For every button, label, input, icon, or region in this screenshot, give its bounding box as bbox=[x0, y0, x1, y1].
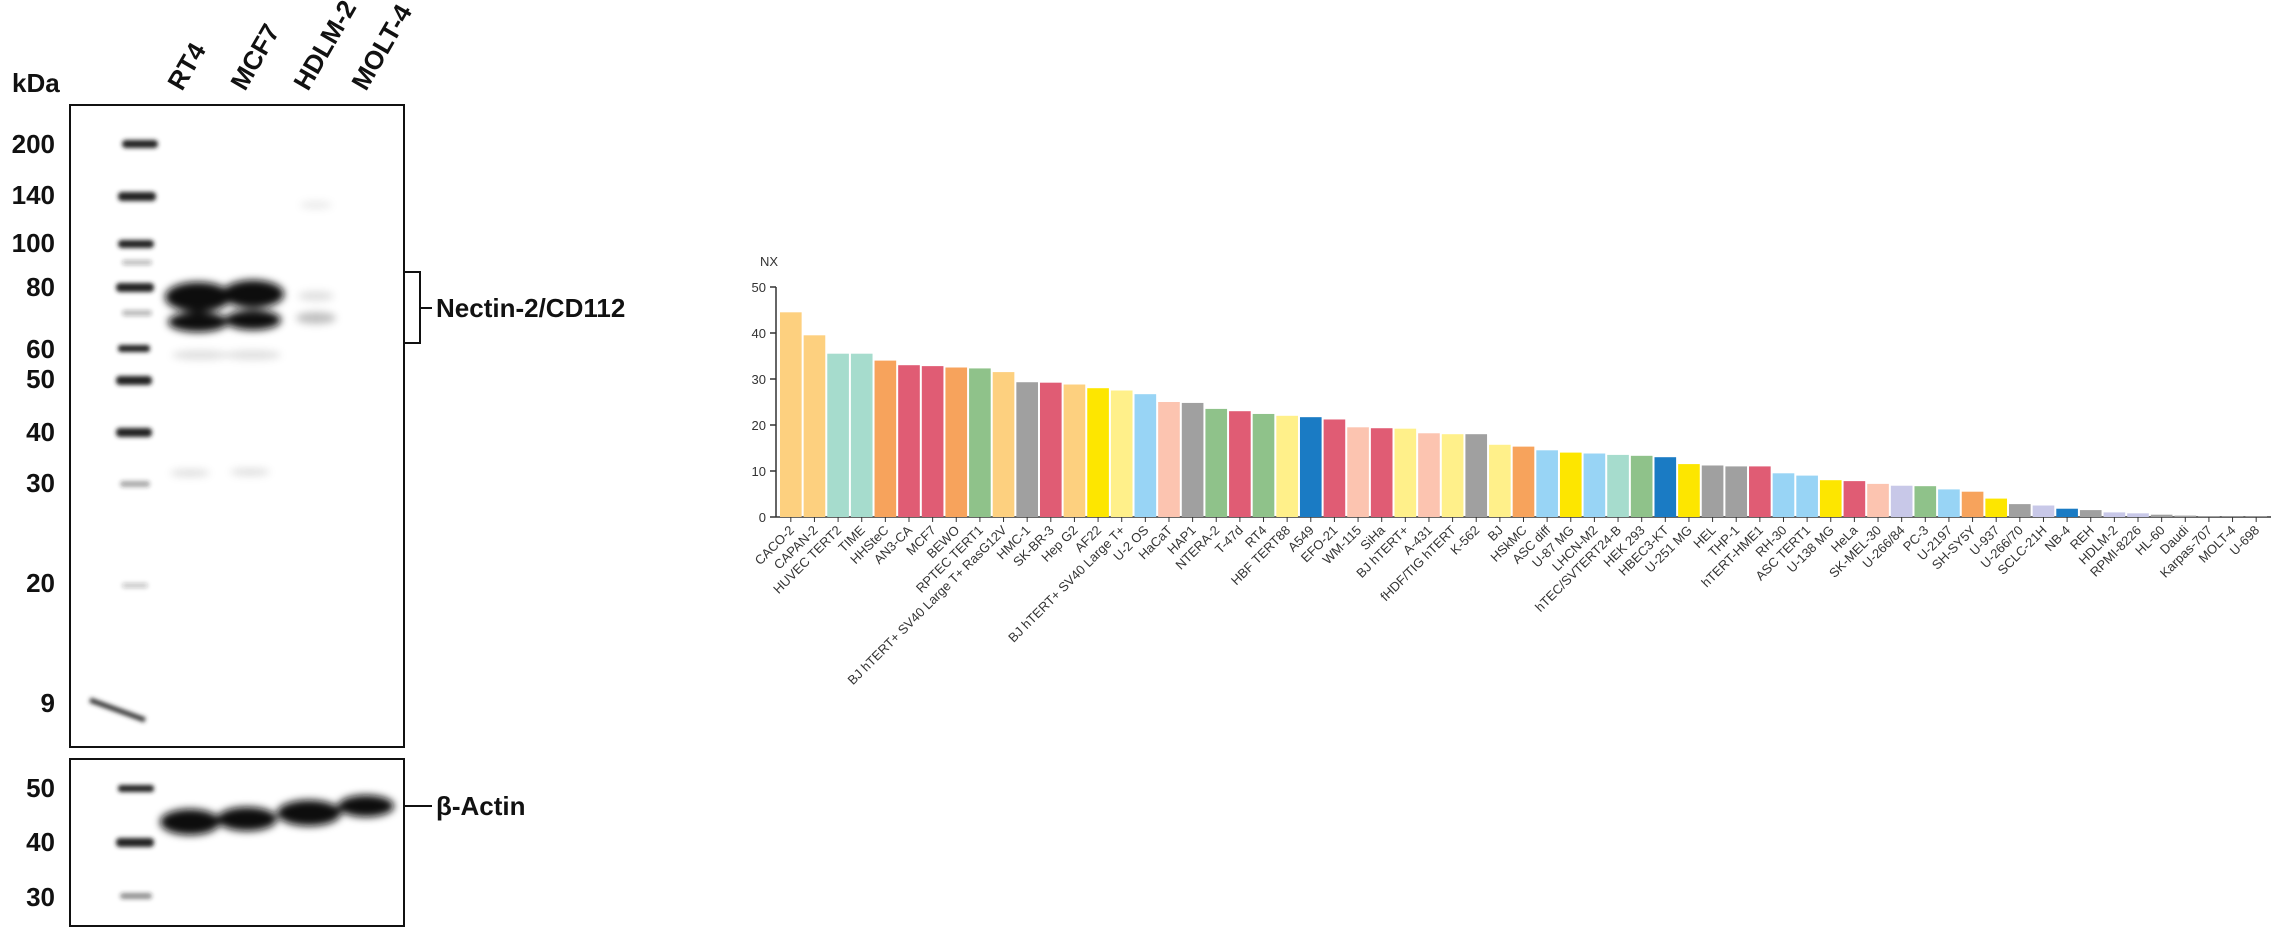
bar bbox=[898, 365, 920, 517]
lane-label: RT4 bbox=[161, 37, 212, 95]
marker-label: 50 bbox=[26, 364, 55, 394]
bar bbox=[1890, 485, 1913, 517]
y-axis-label: NX bbox=[760, 254, 778, 269]
bar bbox=[1276, 415, 1298, 517]
bar bbox=[1016, 382, 1038, 517]
bar bbox=[1583, 453, 1606, 517]
bar bbox=[1489, 444, 1511, 517]
target-label: Nectin-2/CD112 bbox=[436, 293, 625, 323]
bar bbox=[1796, 475, 1818, 517]
bar bbox=[1252, 413, 1275, 517]
marker-label: 9 bbox=[41, 688, 55, 718]
bar bbox=[1938, 489, 1960, 517]
bar bbox=[1749, 466, 1771, 517]
bar bbox=[2198, 516, 2220, 517]
bar bbox=[1110, 390, 1133, 517]
blot-bands bbox=[89, 140, 394, 899]
bar bbox=[1867, 483, 1889, 517]
bar bbox=[827, 353, 849, 517]
bar bbox=[1607, 454, 1629, 517]
bar bbox=[1914, 486, 1937, 517]
lane-label: MCF7 bbox=[224, 19, 285, 95]
bar bbox=[921, 366, 944, 517]
bar bbox=[1205, 408, 1228, 517]
marker-label: 100 bbox=[12, 228, 55, 258]
bar bbox=[2127, 513, 2149, 517]
bar bbox=[1441, 434, 1464, 517]
bar bbox=[1536, 450, 1558, 517]
marker-label: 200 bbox=[12, 129, 55, 159]
marker-label: 40 bbox=[26, 417, 55, 447]
control-label: β-Actin bbox=[436, 791, 526, 821]
y-tick-label: 50 bbox=[752, 280, 766, 295]
bracket bbox=[404, 271, 421, 344]
y-tick-label: 30 bbox=[752, 372, 766, 387]
y-tick-label: 40 bbox=[752, 326, 766, 341]
bar bbox=[1370, 428, 1393, 517]
blot-panel-top bbox=[69, 104, 405, 748]
marker-label: 140 bbox=[12, 180, 55, 210]
bar bbox=[992, 372, 1015, 517]
bar bbox=[1299, 417, 1322, 517]
bar bbox=[969, 368, 991, 517]
bar bbox=[1039, 382, 1062, 517]
bar bbox=[2056, 508, 2078, 517]
bar bbox=[2009, 504, 2031, 517]
bar bbox=[2032, 505, 2055, 517]
bar bbox=[1229, 411, 1251, 517]
bar bbox=[1678, 464, 1700, 517]
bar bbox=[2079, 510, 2102, 517]
y-tick-label: 10 bbox=[752, 464, 766, 479]
bar bbox=[2174, 515, 2197, 517]
x-tick-label: NB-4 bbox=[2042, 523, 2074, 555]
y-tick-label: 20 bbox=[752, 418, 766, 433]
bar bbox=[803, 335, 826, 517]
bar bbox=[1181, 402, 1204, 517]
bar bbox=[874, 360, 897, 517]
bar bbox=[850, 353, 873, 517]
bar bbox=[1394, 428, 1417, 517]
bar bbox=[1087, 388, 1109, 517]
bar bbox=[1063, 384, 1086, 517]
bar bbox=[1701, 465, 1724, 517]
marker-label: 80 bbox=[26, 272, 55, 302]
bar bbox=[1985, 498, 2008, 517]
bar bbox=[1630, 455, 1653, 517]
bar bbox=[1465, 434, 1488, 517]
marker-label: 60 bbox=[26, 334, 55, 364]
bar bbox=[1323, 419, 1346, 517]
bar bbox=[1512, 446, 1535, 517]
kda-label: kDa bbox=[12, 68, 60, 98]
bar bbox=[945, 367, 968, 517]
bar bbox=[1843, 481, 1866, 517]
marker-label: 20 bbox=[26, 568, 55, 598]
bar bbox=[1725, 466, 1748, 517]
bar bbox=[780, 312, 802, 517]
bar bbox=[1772, 473, 1795, 517]
bar bbox=[1134, 394, 1157, 517]
marker-label: 50 bbox=[26, 773, 55, 803]
bar bbox=[1654, 457, 1677, 517]
bar bbox=[1158, 402, 1180, 517]
bar bbox=[1819, 480, 1842, 517]
marker-label: 30 bbox=[26, 882, 55, 912]
bar bbox=[2103, 512, 2126, 517]
marker-label: 40 bbox=[26, 827, 55, 857]
bar bbox=[1559, 452, 1582, 517]
bar bbox=[1347, 427, 1369, 517]
y-tick-label: 0 bbox=[759, 510, 766, 525]
bar bbox=[1961, 491, 1984, 517]
bar bbox=[1418, 433, 1440, 517]
bar bbox=[2150, 514, 2173, 517]
marker-label: 30 bbox=[26, 468, 55, 498]
